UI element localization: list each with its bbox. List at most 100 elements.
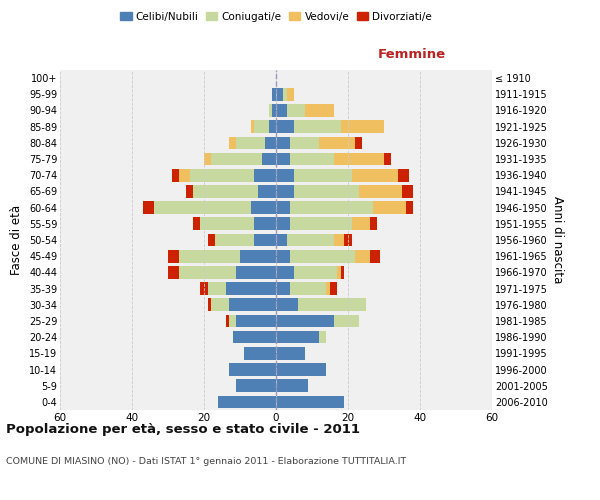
Text: Popolazione per età, sesso e stato civile - 2011: Popolazione per età, sesso e stato civil… (6, 422, 360, 436)
Bar (276, 347, 305, 360)
Bar (283, 88, 287, 101)
Bar (168, 250, 179, 262)
Bar (226, 282, 276, 295)
Bar (276, 282, 290, 295)
Bar (276, 202, 290, 214)
Bar (276, 136, 290, 149)
Bar (276, 234, 287, 246)
Bar (208, 234, 215, 246)
Bar (244, 347, 276, 360)
Bar (272, 88, 276, 101)
Bar (337, 266, 341, 278)
Bar (254, 234, 276, 246)
Bar (373, 202, 406, 214)
Bar (276, 363, 326, 376)
Bar (355, 250, 370, 262)
Bar (208, 298, 211, 311)
Bar (193, 218, 200, 230)
Bar (276, 104, 287, 117)
Bar (179, 169, 190, 181)
Bar (330, 282, 337, 295)
Bar (319, 136, 355, 149)
Bar (276, 218, 290, 230)
Bar (341, 266, 344, 278)
Bar (276, 88, 283, 101)
Bar (211, 152, 262, 166)
Bar (272, 104, 276, 117)
Bar (305, 104, 334, 117)
Text: COMUNE DI MIASINO (NO) - Dati ISTAT 1° gennaio 2011 - Elaborazione TUTTITALIA.IT: COMUNE DI MIASINO (NO) - Dati ISTAT 1° g… (6, 458, 406, 466)
Bar (154, 202, 251, 214)
Bar (294, 185, 359, 198)
Bar (334, 314, 359, 328)
Bar (290, 152, 334, 166)
Bar (276, 396, 344, 408)
Bar (352, 169, 398, 181)
Bar (276, 152, 290, 166)
Bar (344, 234, 352, 246)
Bar (233, 331, 276, 344)
Text: Femmine: Femmine (378, 48, 446, 62)
Bar (290, 218, 352, 230)
Bar (359, 185, 402, 198)
Bar (370, 218, 377, 230)
Bar (229, 298, 276, 311)
Bar (290, 250, 355, 262)
Bar (251, 120, 254, 133)
Bar (229, 136, 236, 149)
Bar (287, 104, 305, 117)
Bar (229, 363, 276, 376)
Bar (276, 185, 294, 198)
Bar (294, 120, 341, 133)
Bar (236, 266, 276, 278)
Bar (290, 202, 373, 214)
Bar (200, 218, 254, 230)
Bar (236, 380, 276, 392)
Bar (254, 169, 276, 181)
Bar (200, 282, 208, 295)
Bar (218, 396, 276, 408)
Bar (298, 298, 366, 311)
Bar (262, 152, 276, 166)
Bar (398, 169, 409, 181)
Legend: Celibi/Nubili, Coniugati/e, Vedovi/e, Divorziati/e: Celibi/Nubili, Coniugati/e, Vedovi/e, Di… (116, 8, 436, 26)
Bar (276, 120, 294, 133)
Bar (143, 202, 154, 214)
Bar (269, 104, 272, 117)
Bar (254, 120, 269, 133)
Bar (269, 120, 276, 133)
Bar (276, 266, 294, 278)
Bar (276, 169, 294, 181)
Bar (179, 250, 240, 262)
Bar (276, 314, 334, 328)
Bar (276, 380, 308, 392)
Bar (226, 314, 229, 328)
Bar (276, 250, 290, 262)
Y-axis label: Anni di nascita: Anni di nascita (551, 196, 565, 284)
Bar (290, 136, 319, 149)
Bar (265, 136, 276, 149)
Bar (370, 250, 380, 262)
Bar (211, 298, 229, 311)
Bar (193, 185, 258, 198)
Bar (251, 202, 276, 214)
Bar (326, 282, 330, 295)
Bar (402, 185, 413, 198)
Bar (258, 185, 276, 198)
Bar (179, 266, 236, 278)
Bar (352, 218, 370, 230)
Bar (236, 136, 265, 149)
Bar (190, 169, 254, 181)
Bar (168, 266, 179, 278)
Bar (276, 298, 298, 311)
Bar (215, 234, 254, 246)
Bar (229, 314, 236, 328)
Bar (276, 331, 319, 344)
Bar (287, 234, 334, 246)
Bar (240, 250, 276, 262)
Bar (172, 169, 179, 181)
Bar (334, 234, 344, 246)
Bar (355, 136, 362, 149)
Bar (186, 185, 193, 198)
Bar (204, 152, 211, 166)
